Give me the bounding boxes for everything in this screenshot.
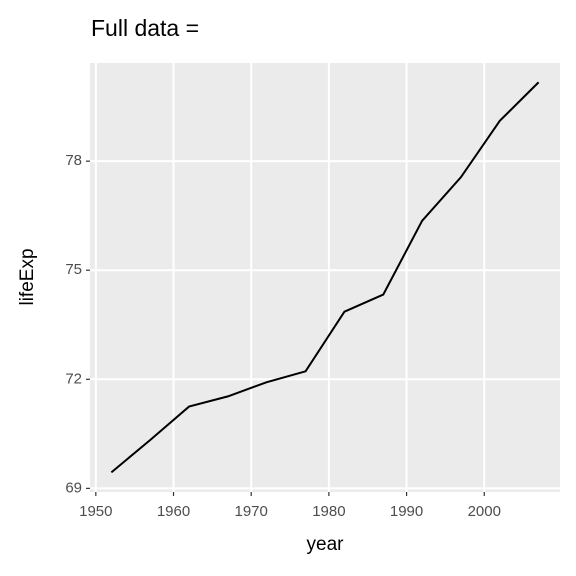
- x-tick-label: 1990: [390, 503, 423, 520]
- y-tick-label: 69: [65, 479, 82, 496]
- x-axis-title: year: [307, 534, 345, 555]
- x-tick-label: 1950: [79, 503, 112, 520]
- y-axis-title: lifeExp: [17, 248, 38, 305]
- x-tick-label: 2000: [468, 503, 501, 520]
- y-tick-label: 75: [65, 261, 82, 278]
- y-tick-label: 78: [65, 152, 82, 169]
- y-tick-label: 72: [65, 370, 82, 387]
- chart-title: Full data =: [91, 15, 199, 41]
- x-tick-label: 1980: [312, 503, 345, 520]
- panel: [90, 63, 560, 492]
- line: [110, 81, 540, 474]
- x-tick-label: 1960: [157, 503, 190, 520]
- x-tick-label: 1970: [235, 503, 268, 520]
